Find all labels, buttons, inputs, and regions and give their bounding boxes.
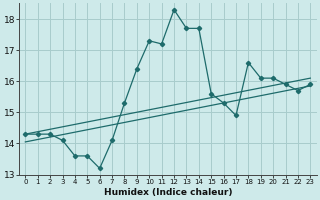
X-axis label: Humidex (Indice chaleur): Humidex (Indice chaleur) (104, 188, 232, 197)
